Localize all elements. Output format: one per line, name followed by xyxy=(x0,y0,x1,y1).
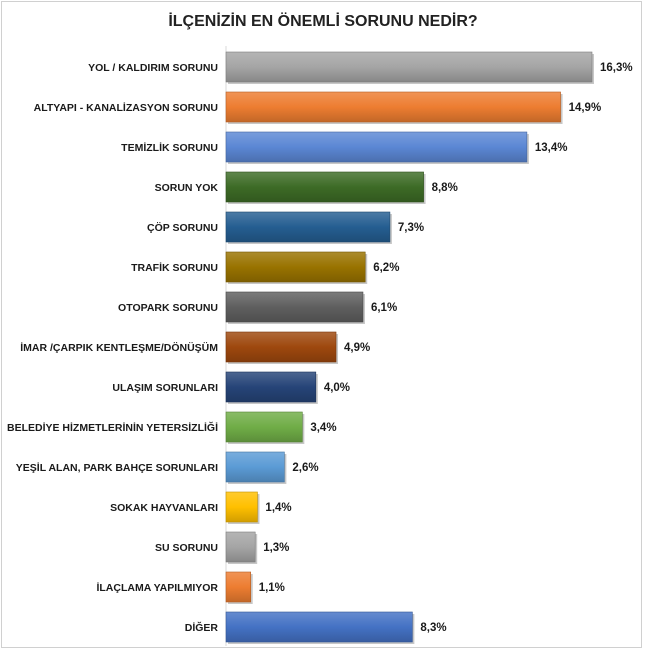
bar xyxy=(225,91,561,123)
chart-title: İLÇENİZİN EN ÖNEMLİ SORUNU NEDİR? xyxy=(168,11,477,30)
value-label: 3,4% xyxy=(310,422,336,434)
bar xyxy=(225,491,258,523)
bar xyxy=(225,611,413,643)
value-label: 4,0% xyxy=(324,382,350,394)
category-label: OTOPARK SORUNU xyxy=(118,302,218,314)
bar xyxy=(225,251,366,283)
value-label: 6,2% xyxy=(373,262,399,274)
category-label: DİĞER xyxy=(185,621,219,634)
category-label: YOL / KALDIRIM SORUNU xyxy=(88,62,218,74)
bar xyxy=(225,291,364,323)
value-label: 4,9% xyxy=(344,342,370,354)
bar xyxy=(225,331,337,363)
value-label: 1,4% xyxy=(265,502,291,514)
category-label: TRAFİK SORUNU xyxy=(131,261,218,274)
value-label: 8,8% xyxy=(432,182,458,194)
value-label: 1,1% xyxy=(259,582,285,594)
bars-group: YOL / KALDIRIM SORUNU 16,3% ALTYAPI - KANA… xyxy=(7,51,633,644)
category-label: TEMİZLİK SORUNU xyxy=(121,141,218,154)
category-label: SORUN YOK xyxy=(155,182,219,194)
bar xyxy=(225,171,424,203)
value-label: 8,3% xyxy=(420,622,446,634)
category-label: ULAŞIM SORUNLARI xyxy=(112,382,218,394)
value-label: 14,9% xyxy=(569,102,602,114)
value-label: 13,4% xyxy=(535,142,568,154)
bar xyxy=(225,411,303,443)
bar xyxy=(225,211,391,243)
bar xyxy=(225,371,317,403)
category-label: SU SORUNU xyxy=(155,542,218,554)
category-label: BELEDİYE HİZMETLERİNİN YETERSİZLİĞİ xyxy=(7,421,218,434)
category-label: ÇÖP SORUNU xyxy=(147,221,218,234)
value-label: 16,3% xyxy=(600,62,633,74)
category-label: YEŞİL ALAN, PARK BAHÇE SORUNLARI xyxy=(16,461,218,474)
category-label: SOKAK HAYVANLARI xyxy=(110,502,218,514)
bar xyxy=(225,131,528,163)
value-label: 1,3% xyxy=(263,542,289,554)
bar xyxy=(225,531,256,563)
category-label: İLAÇLAMA YAPILMIYOR xyxy=(96,581,218,594)
value-label: 7,3% xyxy=(398,222,424,234)
bar xyxy=(225,51,593,83)
category-label: İMAR /ÇARPIK KENTLEŞME/DÖNÜŞÜM xyxy=(20,341,218,354)
value-label: 2,6% xyxy=(292,462,318,474)
bar xyxy=(225,571,251,603)
bar xyxy=(225,451,285,483)
category-label: ALTYAPI - KANALİZASYON SORUNU xyxy=(34,101,218,114)
value-label: 6,1% xyxy=(371,302,397,314)
